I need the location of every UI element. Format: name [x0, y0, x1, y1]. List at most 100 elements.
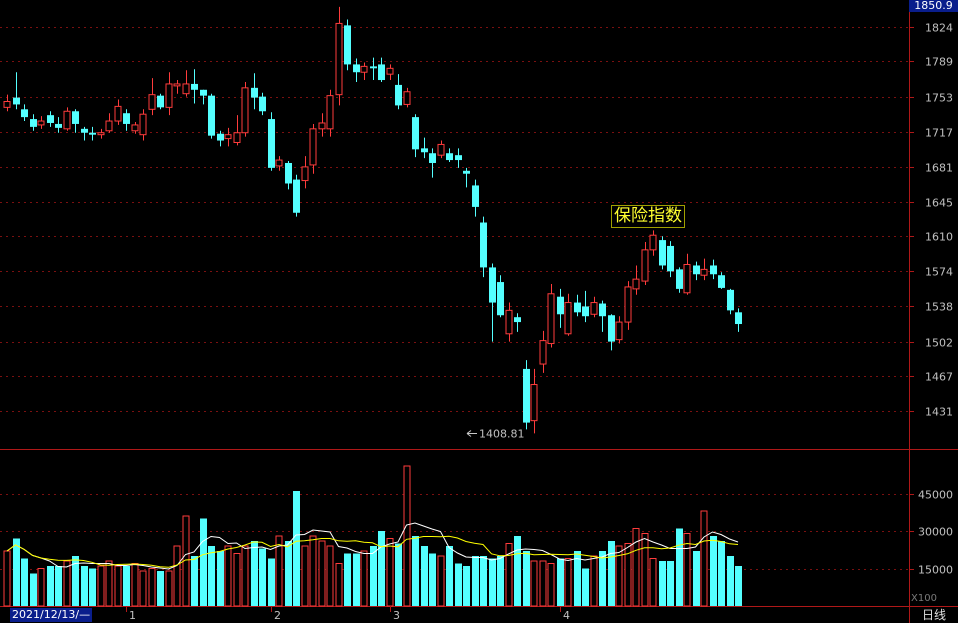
candle-body	[472, 185, 479, 207]
candle-body	[148, 94, 156, 110]
volume-bar	[3, 550, 11, 607]
candle	[530, 368, 538, 434]
candle-body	[370, 66, 377, 69]
candle	[514, 313, 521, 332]
candle-body	[63, 110, 71, 130]
candle-body	[539, 340, 547, 365]
volume-bar	[403, 465, 411, 607]
moving-average-lines	[6, 522, 739, 570]
candle-body	[530, 384, 538, 422]
candle	[395, 74, 402, 110]
candle	[30, 114, 37, 131]
candle	[624, 281, 632, 330]
candle-body	[123, 113, 130, 124]
candle-body	[547, 293, 555, 345]
volume-bar	[123, 566, 130, 606]
volume-bar	[301, 545, 309, 607]
candle	[421, 137, 428, 159]
candle	[123, 109, 130, 131]
candle	[412, 114, 419, 158]
volume-bar	[285, 541, 292, 606]
candle-body	[641, 249, 649, 282]
volume-bar	[72, 556, 79, 606]
candle	[582, 290, 589, 323]
candle-body	[727, 289, 734, 311]
volume-bar	[395, 543, 402, 606]
volume-bar	[89, 568, 96, 606]
candle	[21, 104, 28, 122]
volume-bar	[97, 565, 105, 607]
candlestick-series	[3, 6, 742, 434]
candle	[251, 73, 258, 110]
candle	[335, 6, 343, 106]
candle	[208, 93, 215, 139]
candle	[463, 167, 470, 188]
period-selector[interactable]: 日线	[921, 608, 946, 622]
volume-bar	[727, 556, 734, 606]
candle	[344, 19, 351, 71]
candle-body	[480, 222, 487, 268]
candle-body	[301, 166, 309, 182]
candle-body	[557, 296, 564, 315]
candle-body	[13, 97, 20, 105]
volume-tick-label: 15000	[918, 564, 953, 577]
candle-body	[165, 83, 173, 108]
candle-body	[30, 119, 37, 127]
candle-body	[241, 87, 249, 134]
candle-body	[446, 153, 453, 161]
volume-bar	[599, 551, 606, 606]
volume-bar	[557, 558, 564, 606]
candle	[710, 259, 717, 280]
volume-bar	[217, 551, 224, 606]
price-tick-label: 1431	[925, 406, 953, 419]
candle	[293, 174, 300, 217]
candle	[599, 300, 606, 332]
candle	[105, 113, 113, 133]
candle	[480, 216, 487, 278]
candle-body	[173, 83, 181, 87]
candle-body	[233, 132, 241, 143]
candle-body	[514, 317, 521, 323]
volume-bar	[455, 563, 462, 606]
candle-body	[497, 282, 504, 316]
price-tick-label: 1753	[925, 92, 953, 105]
volume-bar	[191, 556, 198, 606]
volume-bar	[47, 566, 54, 606]
candle-body	[309, 128, 317, 166]
candle-body	[590, 302, 598, 315]
price-tick-label: 1610	[925, 231, 953, 244]
candle-body	[259, 96, 266, 112]
candle-body	[37, 120, 45, 126]
candle	[224, 127, 232, 147]
time-tick-label: 1	[129, 609, 136, 622]
price-tick-label: 1789	[925, 56, 953, 69]
candle-body	[395, 84, 402, 106]
volume-bar	[208, 546, 215, 606]
candle-body	[455, 155, 462, 161]
candle-body	[386, 67, 394, 75]
time-tick-label: 3	[393, 609, 400, 622]
candle	[378, 57, 385, 82]
candle-body	[318, 122, 326, 130]
candle	[285, 161, 292, 190]
volume-bar	[693, 551, 700, 606]
candle	[615, 316, 623, 344]
candle-body	[97, 132, 105, 136]
low-price-marker: 1408.81	[466, 428, 525, 441]
volume-bar	[615, 545, 623, 607]
candle-body	[344, 25, 351, 65]
volume-bar	[326, 545, 334, 607]
time-tick-label: 4	[563, 609, 570, 622]
price-tick-label: 1467	[925, 371, 953, 384]
candle-body	[615, 321, 623, 341]
candle	[676, 267, 683, 293]
candle	[353, 58, 360, 82]
candle	[632, 265, 640, 295]
volume-bar	[173, 545, 181, 607]
volume-bar	[309, 535, 317, 607]
candle	[489, 263, 496, 342]
volume-bar	[63, 560, 71, 607]
candle	[233, 115, 241, 146]
candle-body	[268, 119, 275, 168]
